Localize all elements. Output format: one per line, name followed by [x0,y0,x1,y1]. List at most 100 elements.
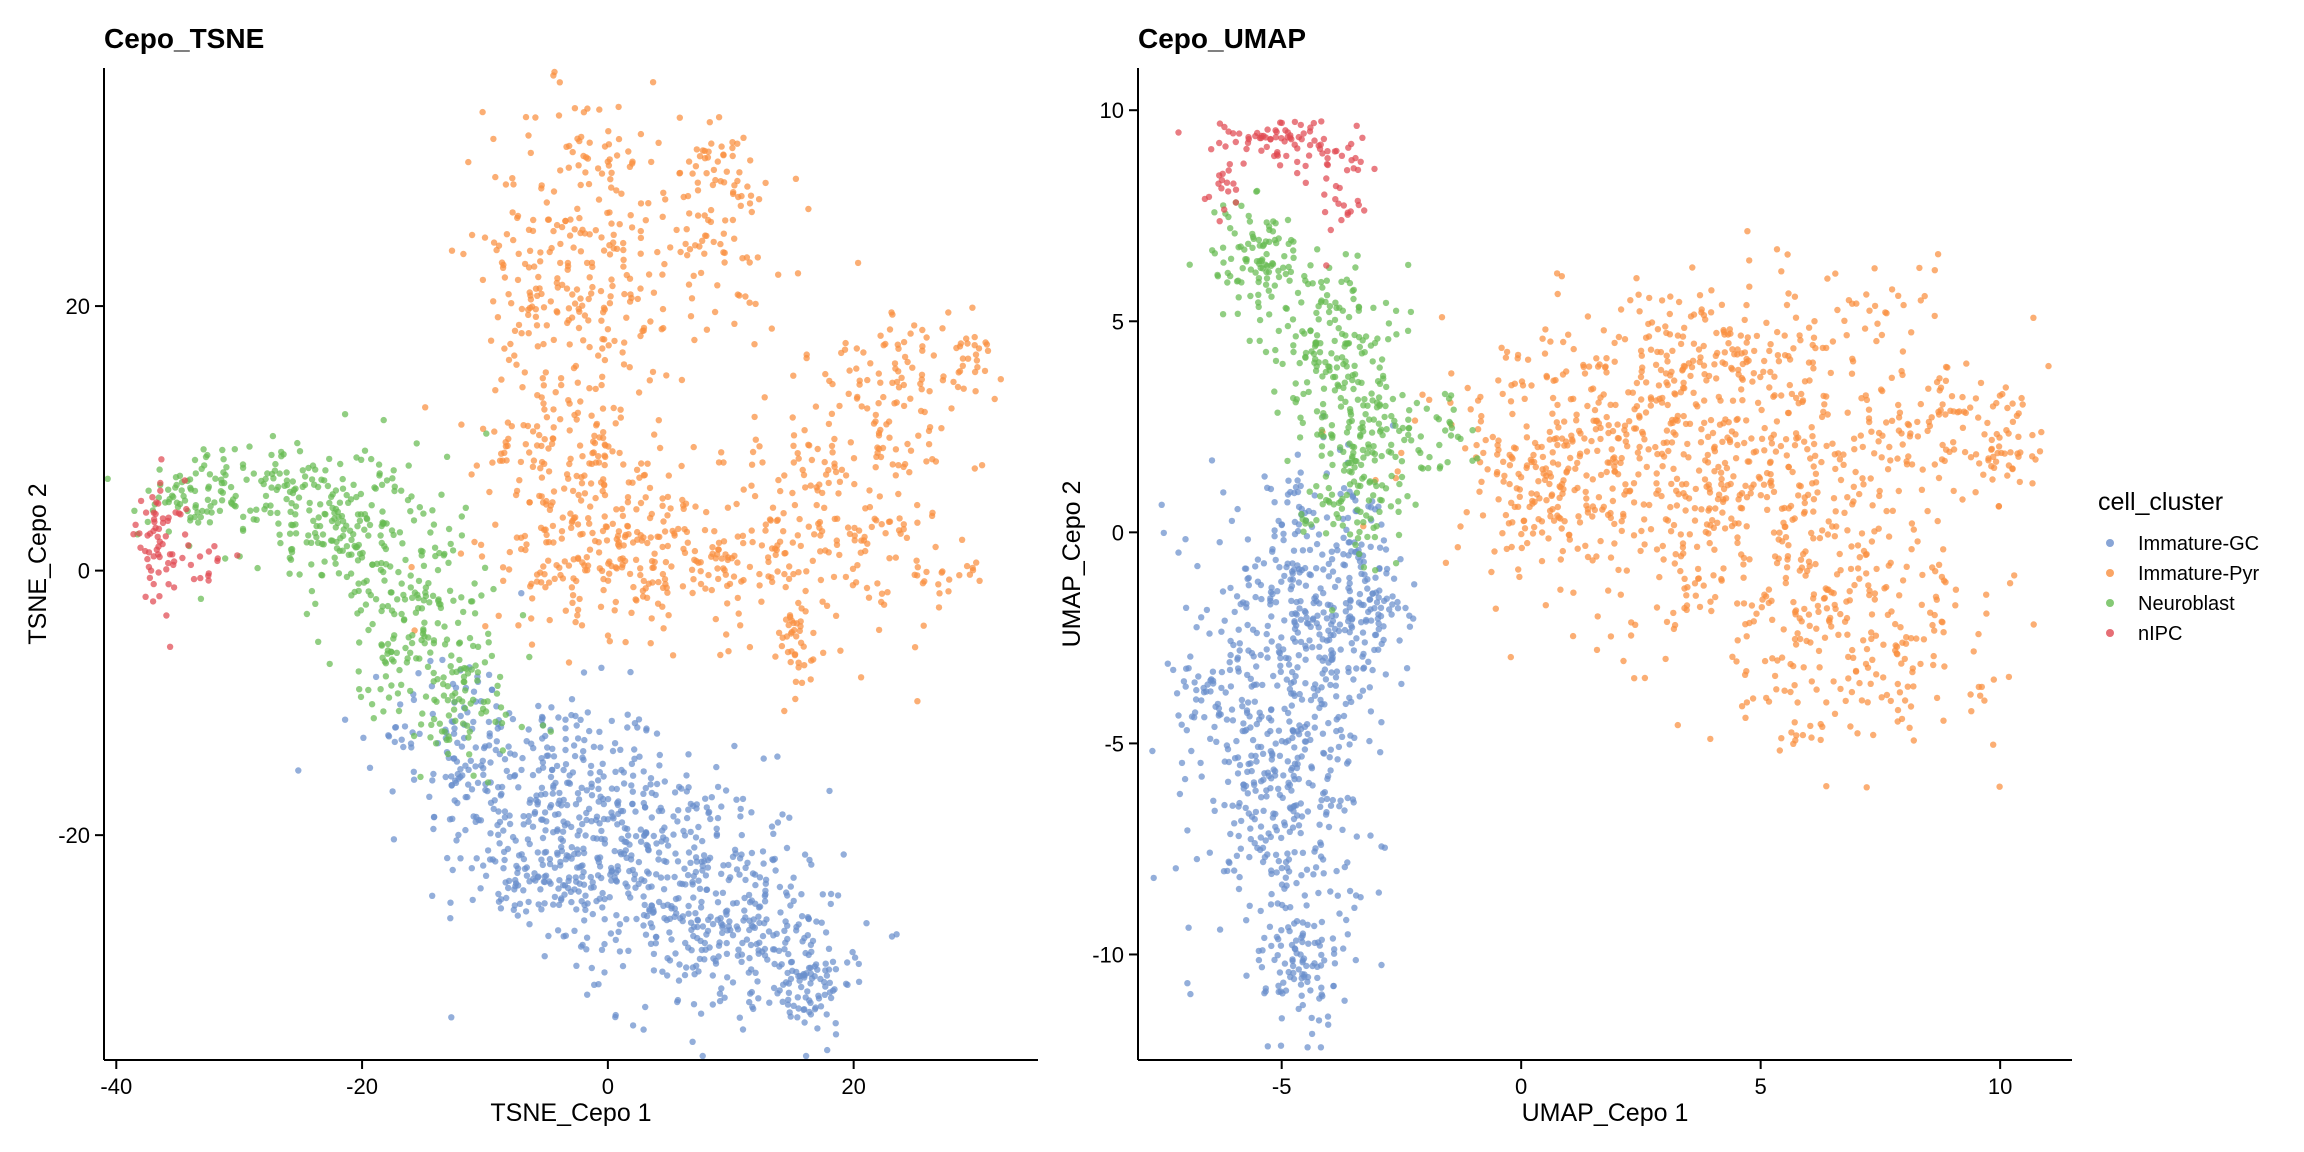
point [795,569,802,576]
point [692,910,699,917]
point [1306,546,1314,554]
point [1918,486,1926,493]
point [643,594,651,601]
point [796,627,803,635]
point [1791,515,1798,522]
point [173,481,180,489]
point [577,497,585,504]
point [538,442,545,450]
point [1824,275,1831,282]
point [574,205,581,212]
point [549,745,556,752]
point [1518,530,1525,538]
point [719,929,726,937]
point [1347,597,1354,605]
point [567,510,574,517]
point [878,590,886,597]
point [1239,703,1246,710]
point [1683,606,1690,614]
point [1880,674,1887,681]
tsne-y-label: TSNE_Cepo 2 [24,483,52,644]
point [814,1025,821,1032]
point [550,188,558,195]
point [457,855,464,862]
point [684,252,691,259]
point [1994,449,2001,457]
point [1448,370,1455,377]
point [805,205,812,213]
point [813,501,820,509]
point [1904,683,1912,690]
point [299,467,306,474]
point [774,568,781,575]
point [1738,490,1746,497]
point [699,1052,706,1060]
point [917,380,924,387]
point [600,586,607,594]
point [1228,517,1236,525]
point [714,783,722,791]
point [460,250,467,258]
point [930,352,937,359]
point [520,887,527,894]
point [740,539,747,547]
point [739,255,746,262]
point [678,376,686,384]
point [529,823,537,830]
point [969,304,976,311]
point [1276,969,1284,976]
point [574,790,582,797]
point [1931,312,1938,320]
point [900,338,908,346]
point [1783,452,1791,459]
point [647,940,655,947]
point [648,814,655,821]
point [567,216,574,223]
point [586,231,593,238]
point [608,717,615,725]
point [636,753,643,760]
point [1774,657,1781,664]
point [217,488,225,495]
point [505,884,512,892]
point [782,616,790,623]
point [466,634,474,642]
point [738,831,745,839]
point [535,273,542,281]
point [596,768,603,776]
point [1284,758,1292,765]
point [667,505,674,512]
point [378,559,385,567]
point [686,246,694,253]
point [1657,366,1665,374]
point [1375,594,1382,601]
point [1547,513,1554,520]
point [187,561,195,569]
point [964,355,972,362]
point [1802,548,1809,555]
point [696,885,704,892]
point [660,518,667,525]
point [875,626,883,634]
point [1728,515,1735,522]
point [1690,389,1697,396]
point [1289,560,1296,567]
point [647,775,655,782]
point [1933,378,1941,386]
point [1523,434,1531,441]
point [1170,666,1177,674]
point [580,845,587,852]
point [629,1022,637,1029]
point [981,367,989,375]
point [602,453,609,461]
point [616,921,624,928]
point [2029,453,2036,460]
point [481,564,489,571]
point [562,725,569,732]
point [1791,442,1799,449]
point [1246,902,1253,909]
point [756,874,764,881]
point [1576,453,1584,460]
point [1996,434,2003,441]
point [1916,264,1923,272]
